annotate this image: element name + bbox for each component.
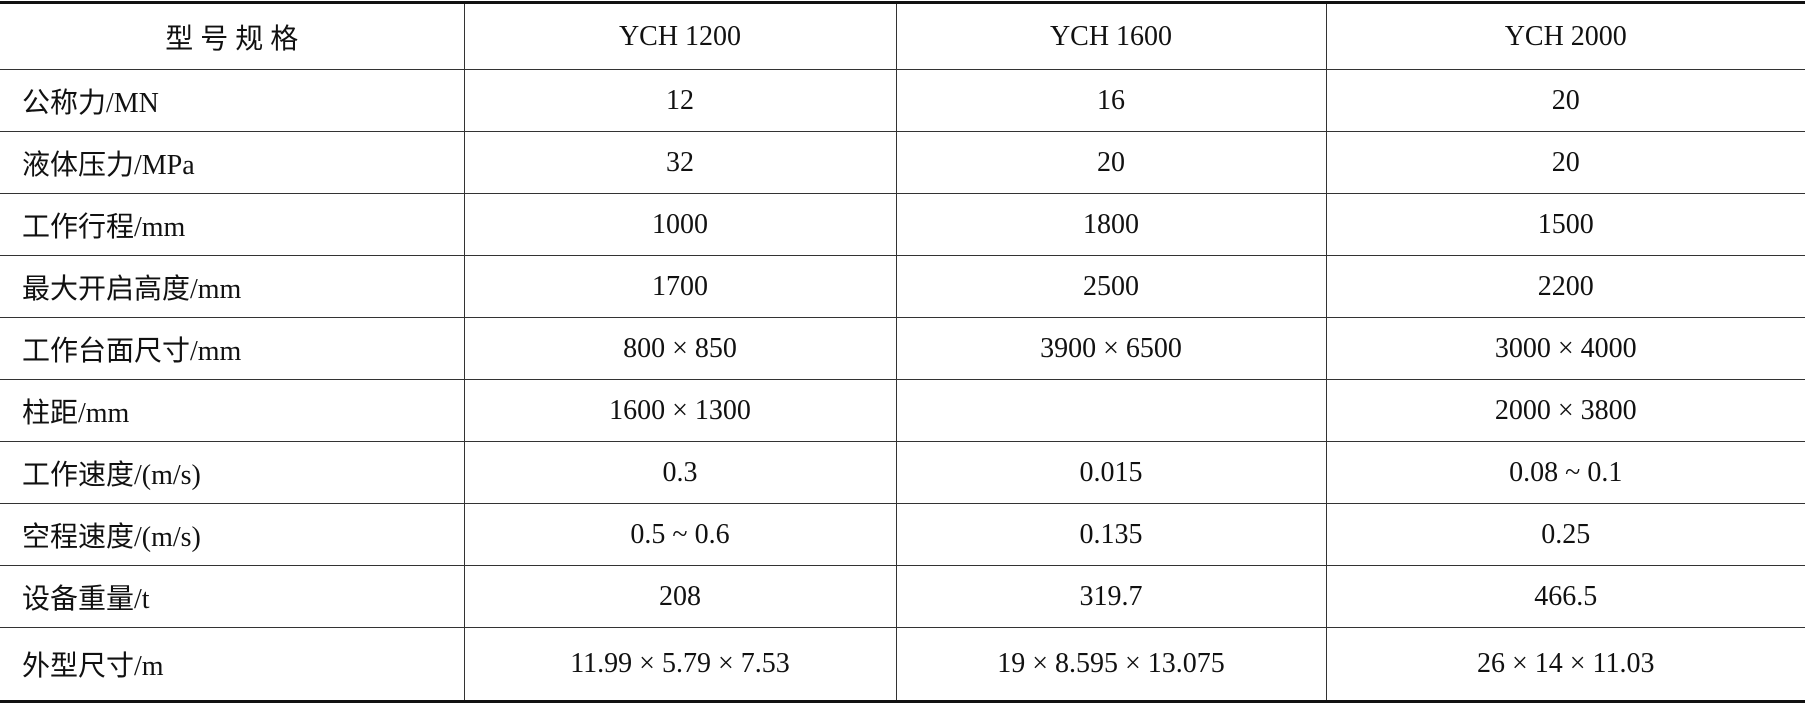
empty-cell (895, 379, 1327, 442)
row-label: 工作行程/mm (0, 193, 465, 256)
cell: 800 × 850 (463, 317, 897, 380)
row-label: 设备重量/t (0, 565, 465, 628)
cell: 3900 × 6500 (895, 317, 1327, 380)
table-row: 液体压力/MPa 32 20 20 (0, 131, 1805, 194)
table-row: 工作速度/(m/s) 0.3 0.015 0.08 ~ 0.1 (0, 441, 1805, 504)
row-label: 柱距/mm (0, 379, 465, 442)
table-row: 柱距/mm 1600 × 1300 2000 × 3800 (0, 379, 1805, 442)
cell: 2200 (1325, 255, 1805, 318)
cell: 12 (463, 69, 897, 132)
table-row: 外型尺寸/m 11.99 × 5.79 × 7.53 19 × 8.595 × 13… (0, 627, 1805, 703)
cell: 20 (1325, 131, 1805, 194)
cell: 1500 (1325, 193, 1805, 256)
cell: 2500 (895, 255, 1327, 318)
cell: 16 (895, 69, 1327, 132)
table-row: 设备重量/t 208 319.7 466.5 (0, 565, 1805, 628)
row-label: 外型尺寸/m (0, 627, 465, 703)
cell: 466.5 (1325, 565, 1805, 628)
cell: 32 (463, 131, 897, 194)
cell: 0.015 (895, 441, 1327, 504)
cell: 0.25 (1325, 503, 1805, 566)
table-row: 空程速度/(m/s) 0.5 ~ 0.6 0.135 0.25 (0, 503, 1805, 566)
cell: 208 (463, 565, 897, 628)
row-label: 工作速度/(m/s) (0, 441, 465, 504)
row-label: 公称力/MN (0, 69, 465, 132)
header-cell: YCH 2000 (1325, 1, 1805, 70)
table-row: 工作行程/mm 1000 1800 1500 (0, 193, 1805, 256)
header-cell: YCH 1600 (895, 1, 1327, 70)
cell: 20 (1325, 69, 1805, 132)
cell: 1600 × 1300 (463, 379, 897, 442)
cell: 1700 (463, 255, 897, 318)
cell: 0.08 ~ 0.1 (1325, 441, 1805, 504)
cell: 20 (895, 131, 1327, 194)
cell: 1800 (895, 193, 1327, 256)
cell: 19 × 8.595 × 13.075 (895, 627, 1327, 703)
cell: 11.99 × 5.79 × 7.53 (463, 627, 897, 703)
table-row: 最大开启高度/mm 1700 2500 2200 (0, 255, 1805, 318)
table-row: 公称力/MN 12 16 20 (0, 69, 1805, 132)
cell: 3000 × 4000 (1325, 317, 1805, 380)
header-cell: YCH 1200 (463, 1, 897, 70)
cell: 2000 × 3800 (1325, 379, 1805, 442)
cell: 0.3 (463, 441, 897, 504)
row-label: 最大开启高度/mm (0, 255, 465, 318)
header-row: 型 号 规 格 YCH 1200 YCH 1600 YCH 2000 (0, 1, 1805, 70)
table-row: 工作台面尺寸/mm 800 × 850 3900 × 6500 3000 × 4000 (0, 317, 1805, 380)
cell: 0.5 ~ 0.6 (463, 503, 897, 566)
header-cell: 型 号 规 格 (0, 1, 465, 70)
row-label: 液体压力/MPa (0, 131, 465, 194)
row-label: 空程速度/(m/s) (0, 503, 465, 566)
cell: 26 × 14 × 11.03 (1325, 627, 1805, 703)
cell: 319.7 (895, 565, 1327, 628)
row-label: 工作台面尺寸/mm (0, 317, 465, 380)
cell: 0.135 (895, 503, 1327, 566)
cell: 1000 (463, 193, 897, 256)
